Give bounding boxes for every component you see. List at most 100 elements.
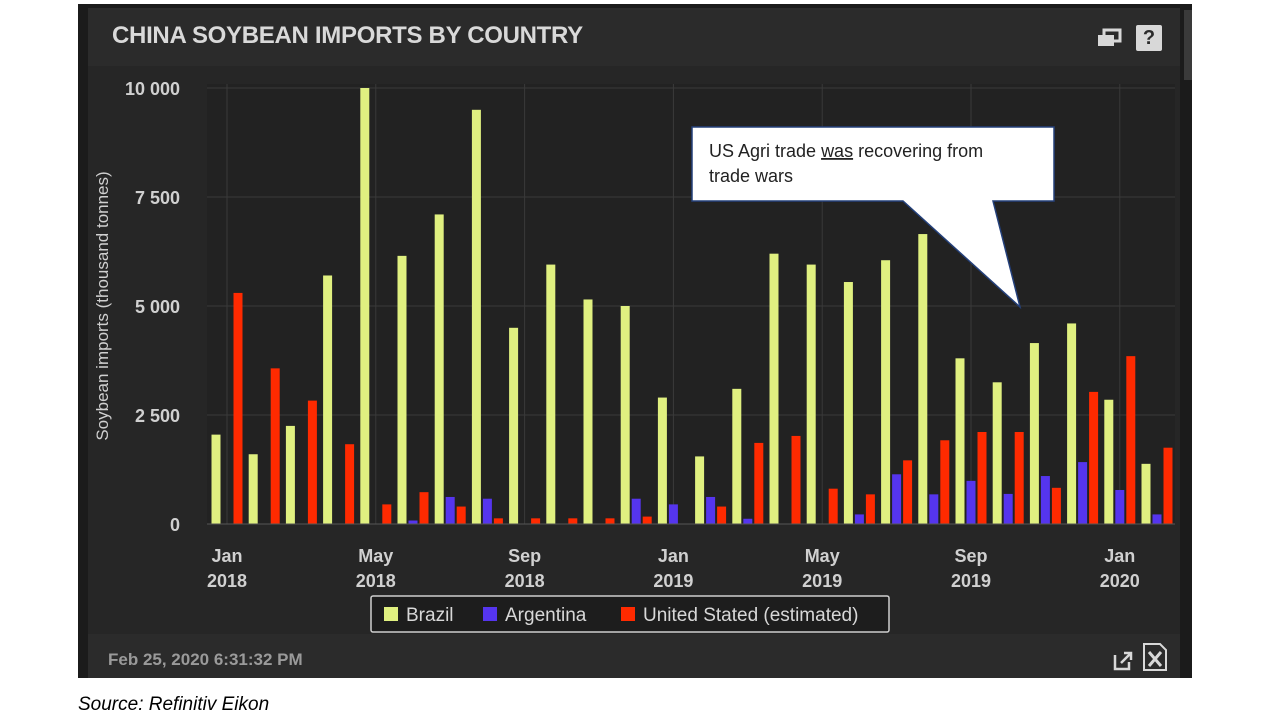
x-tick-month: May (358, 546, 393, 566)
bar-united[interactable] (270, 368, 280, 524)
x-tick-year: 2018 (356, 571, 396, 591)
bar-argentina[interactable] (631, 498, 641, 524)
bar-brazil[interactable] (732, 388, 742, 524)
bar-united[interactable] (828, 488, 838, 524)
bar-argentina[interactable] (1115, 489, 1125, 524)
annotation-callout (691, 126, 1055, 310)
x-tick-month: Sep (954, 546, 987, 566)
bar-argentina[interactable] (929, 494, 939, 524)
bar-united[interactable] (717, 506, 727, 524)
bar-brazil[interactable] (509, 327, 519, 524)
bar-brazil[interactable] (546, 264, 556, 524)
bar-argentina[interactable] (1078, 462, 1088, 524)
legend-swatch (621, 607, 635, 621)
bar-argentina[interactable] (743, 518, 753, 524)
excel-icon[interactable] (1142, 642, 1168, 672)
x-tick-year: 2019 (653, 571, 693, 591)
bar-united[interactable] (605, 518, 615, 524)
chart-area: 10 000 7 500 5 000 2 500 0 Jan 2018 May 2018 Sep 2… (88, 66, 1180, 634)
annotation-text-line2: trade wars (709, 166, 793, 186)
bar-brazil[interactable] (1029, 343, 1039, 524)
y-axis-label: Soybean imports (thousand tonnes) (93, 171, 112, 440)
x-tick-year: 2018 (207, 571, 247, 591)
legend-label[interactable]: Brazil (406, 605, 454, 626)
bar-united[interactable] (493, 518, 503, 524)
bar-brazil[interactable] (285, 425, 295, 524)
export-icon[interactable] (1112, 650, 1134, 672)
help-icon[interactable]: ? (1136, 25, 1162, 51)
y-tick-label: 10 000 (125, 79, 180, 99)
legend-label[interactable]: United Stated (estimated) (643, 605, 858, 626)
chart-title: CHINA SOYBEAN IMPORTS BY COUNTRY (112, 22, 583, 49)
bar-brazil[interactable] (918, 234, 928, 524)
bar-argentina[interactable] (482, 498, 492, 524)
bar-brazil[interactable] (397, 255, 407, 525)
bar-united[interactable] (1014, 432, 1024, 524)
bar-united[interactable] (642, 516, 652, 524)
legend-label[interactable]: Argentina (505, 605, 587, 626)
bar-argentina[interactable] (1152, 514, 1162, 524)
bar-argentina[interactable] (966, 480, 976, 524)
bar-united[interactable] (1163, 447, 1173, 524)
bar-argentina[interactable] (408, 520, 418, 524)
bar-argentina[interactable] (892, 474, 902, 524)
bar-brazil[interactable] (323, 275, 333, 524)
bar-united[interactable] (531, 518, 541, 524)
bar-united[interactable] (456, 506, 466, 524)
bar-brazil[interactable] (881, 260, 891, 524)
bar-united[interactable] (382, 504, 392, 524)
x-tick-month: Sep (508, 546, 541, 566)
bar-united[interactable] (791, 435, 801, 524)
bar-brazil[interactable] (769, 253, 779, 524)
source-caption: Source: Refinitiv Eikon (78, 694, 270, 715)
x-tick-month: May (805, 546, 840, 566)
bar-brazil[interactable] (360, 88, 370, 524)
bar-united[interactable] (865, 494, 875, 524)
bar-brazil[interactable] (992, 382, 1002, 524)
bar-argentina[interactable] (668, 504, 678, 524)
bar-brazil[interactable] (806, 264, 816, 524)
bar-brazil[interactable] (695, 456, 705, 524)
bar-argentina[interactable] (445, 496, 455, 524)
x-tick-year: 2019 (802, 571, 842, 591)
bar-brazil[interactable] (434, 214, 444, 524)
bar-brazil[interactable] (471, 109, 481, 525)
bar-united[interactable] (977, 432, 987, 524)
bar-united[interactable] (345, 444, 355, 524)
bar-brazil[interactable] (583, 299, 593, 524)
bar-brazil[interactable] (1067, 323, 1077, 524)
legend-swatch (483, 607, 497, 621)
bar-united[interactable] (940, 440, 950, 524)
y-tick-label: 7 500 (135, 188, 180, 208)
bar-united[interactable] (1126, 356, 1136, 524)
bar-united[interactable] (568, 518, 578, 524)
legend-swatch (384, 607, 398, 621)
bar-united[interactable] (1051, 487, 1061, 524)
bar-argentina[interactable] (1040, 476, 1050, 524)
annotation-text: US Agri trade was recovering from (709, 141, 983, 161)
bar-brazil[interactable] (1141, 463, 1151, 524)
bar-united[interactable] (1089, 391, 1099, 524)
bar-brazil[interactable] (843, 282, 853, 524)
x-tick-year: 2018 (505, 571, 545, 591)
x-tick-year: 2020 (1100, 571, 1140, 591)
popout-icon[interactable] (1096, 28, 1122, 48)
bar-united[interactable] (754, 442, 764, 524)
scrollbar[interactable] (1184, 10, 1192, 80)
bar-brazil[interactable] (657, 397, 667, 524)
y-tick-label: 2 500 (135, 406, 180, 426)
bar-united[interactable] (903, 460, 913, 524)
bar-argentina[interactable] (854, 514, 864, 524)
bar-brazil[interactable] (620, 306, 630, 524)
bar-brazil[interactable] (211, 434, 221, 524)
chart-footer: Feb 25, 2020 6:31:32 PM (88, 634, 1180, 678)
bar-united[interactable] (233, 292, 243, 524)
bar-argentina[interactable] (706, 496, 716, 524)
timestamp: Feb 25, 2020 6:31:32 PM (108, 650, 303, 669)
bar-argentina[interactable] (1003, 493, 1013, 524)
bar-united[interactable] (419, 492, 429, 524)
bar-brazil[interactable] (248, 454, 258, 524)
bar-brazil[interactable] (1104, 399, 1114, 524)
bar-united[interactable] (307, 400, 317, 524)
bar-brazil[interactable] (955, 358, 965, 524)
